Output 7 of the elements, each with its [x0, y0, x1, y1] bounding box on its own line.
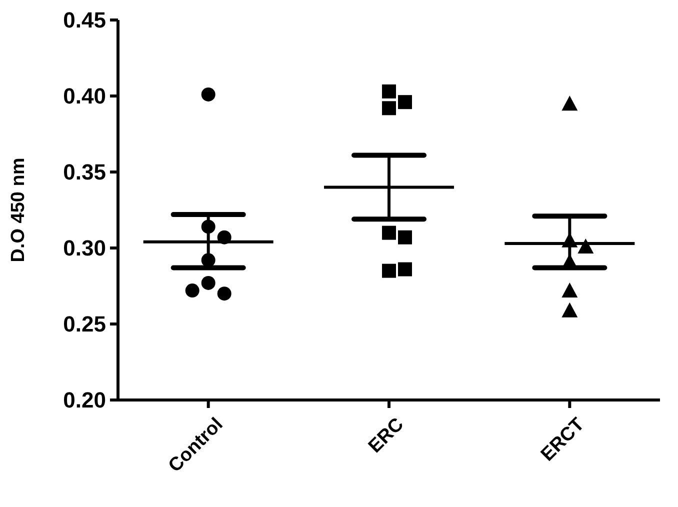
y-tick-label: 0.40	[63, 84, 106, 109]
y-tick-label: 0.30	[63, 236, 106, 261]
y-tick-label: 0.35	[63, 160, 106, 185]
y-axis-title: D.O 450 nm	[8, 158, 29, 262]
y-tick-label: 0.20	[63, 388, 106, 413]
y-tick-label: 0.45	[63, 8, 106, 33]
y-tick-label: 0.25	[63, 312, 106, 337]
